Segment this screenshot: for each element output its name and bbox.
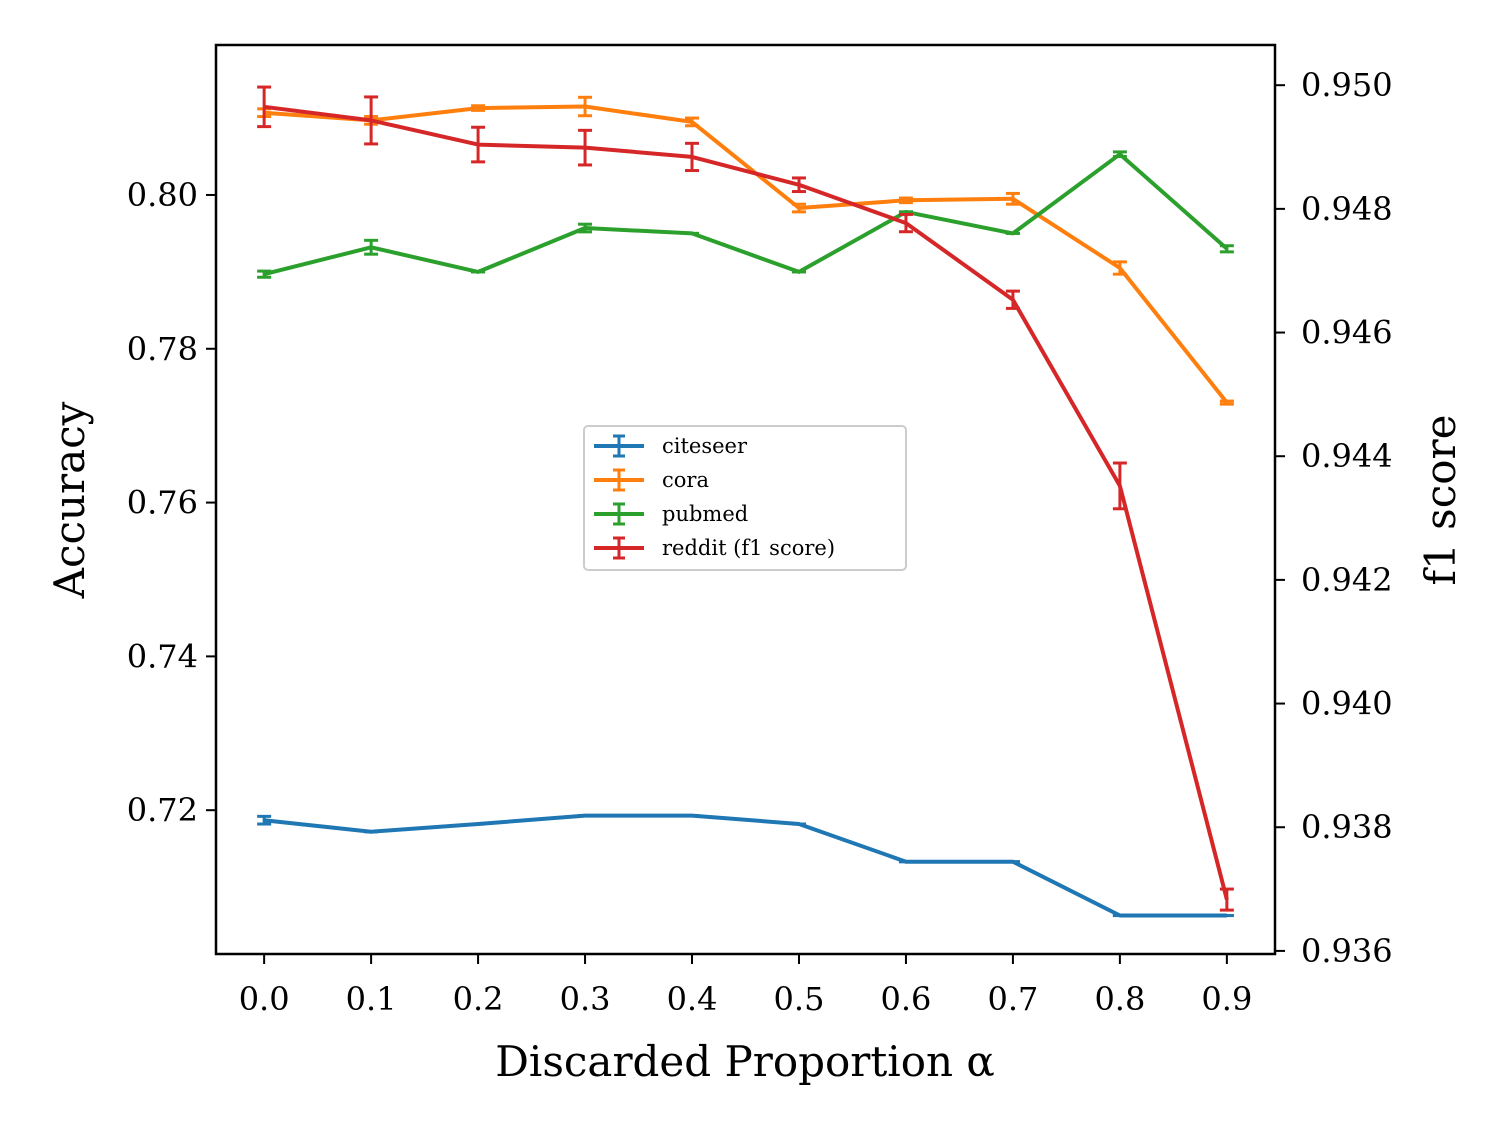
x-tick-label: 0.6 [881, 980, 932, 1018]
error-bar [471, 125, 486, 164]
y2-tick-label: 0.938 [1301, 808, 1393, 846]
y-axis-right-title: f1 score [1416, 415, 1465, 586]
x-tick-label: 0.3 [560, 980, 611, 1018]
y2-tick-label: 0.942 [1301, 561, 1393, 599]
x-tick-label: 0.2 [453, 980, 504, 1018]
error-bar [1219, 244, 1234, 254]
y-tick-label: 0.74 [127, 637, 198, 675]
series-reddit [257, 85, 1234, 912]
y-axis-right-ticks: 0.936 0.938 0.940 0.942 0.944 0.946 0.948 0.950 [1275, 66, 1393, 970]
error-bar [791, 202, 806, 214]
y-axis-left-title: Accuracy [45, 401, 94, 599]
error-bar [898, 212, 913, 234]
error-bar [1005, 289, 1020, 310]
x-axis-ticks: 0.0 0.1 0.2 0.3 0.4 0.5 0.6 0.7 0.8 0.9 [239, 954, 1252, 1018]
x-tick-label: 0.0 [239, 980, 290, 1018]
x-tick-label: 0.5 [774, 980, 825, 1018]
y2-tick-label: 0.948 [1301, 190, 1393, 228]
legend-entry: reddit (f1 score) [594, 536, 835, 560]
plot-area [257, 85, 1234, 918]
legend-entry: cora [594, 468, 709, 492]
series-pubmed [257, 150, 1234, 279]
legend-label: cora [662, 468, 709, 492]
legend: citeseer cora pubmed reddit (f1 score) [583, 425, 907, 571]
error-bar [471, 104, 486, 112]
error-bar [685, 116, 700, 128]
error-bar [257, 85, 272, 129]
error-bar [1112, 150, 1127, 159]
error-bar [1005, 191, 1020, 206]
x-tick-label: 0.7 [987, 980, 1038, 1018]
error-bar [578, 128, 593, 167]
error-bar [791, 176, 806, 194]
error-bar [364, 238, 379, 256]
error-bar [1112, 260, 1127, 276]
error-bar [898, 196, 913, 205]
y-tick-label: 0.80 [127, 176, 198, 214]
series-citeseer [257, 813, 1234, 918]
error-bar [685, 141, 700, 173]
legend-label: pubmed [662, 502, 748, 526]
y2-tick-label: 0.940 [1301, 685, 1393, 723]
x-tick-label: 0.1 [346, 980, 397, 1018]
x-tick-label: 0.8 [1094, 980, 1145, 1018]
series-line [263, 813, 1227, 918]
series-line [263, 152, 1229, 277]
y-tick-label: 0.76 [127, 484, 198, 522]
y2-tick-label: 0.936 [1301, 932, 1393, 970]
x-axis-title: Discarded Proportion α [495, 1037, 995, 1086]
error-bar [364, 95, 379, 146]
series-line [263, 104, 1229, 901]
error-bar [1112, 461, 1127, 511]
y-tick-label: 0.78 [127, 330, 198, 368]
legend-box [583, 425, 907, 571]
legend-label: reddit (f1 score) [662, 536, 835, 560]
y2-tick-label: 0.946 [1301, 314, 1393, 352]
error-bar [257, 814, 272, 826]
x-tick-label: 0.9 [1201, 980, 1252, 1018]
y2-tick-label: 0.944 [1301, 437, 1393, 475]
y-tick-label: 0.72 [127, 791, 198, 829]
x-tick-label: 0.4 [667, 980, 718, 1018]
error-bar [257, 269, 272, 279]
error-bar [1219, 399, 1234, 406]
error-bar [578, 222, 593, 234]
legend-label: citeseer [662, 434, 748, 458]
legend-entry: pubmed [594, 502, 748, 526]
error-bar [1219, 887, 1234, 912]
y-axis-left-ticks: 0.72 0.74 0.76 0.78 0.80 [127, 176, 216, 829]
y2-tick-label: 0.950 [1301, 66, 1393, 104]
legend-entry: citeseer [594, 434, 748, 458]
error-bar [578, 95, 593, 118]
series-line [263, 104, 1229, 404]
plot-frame [214, 43, 1277, 956]
